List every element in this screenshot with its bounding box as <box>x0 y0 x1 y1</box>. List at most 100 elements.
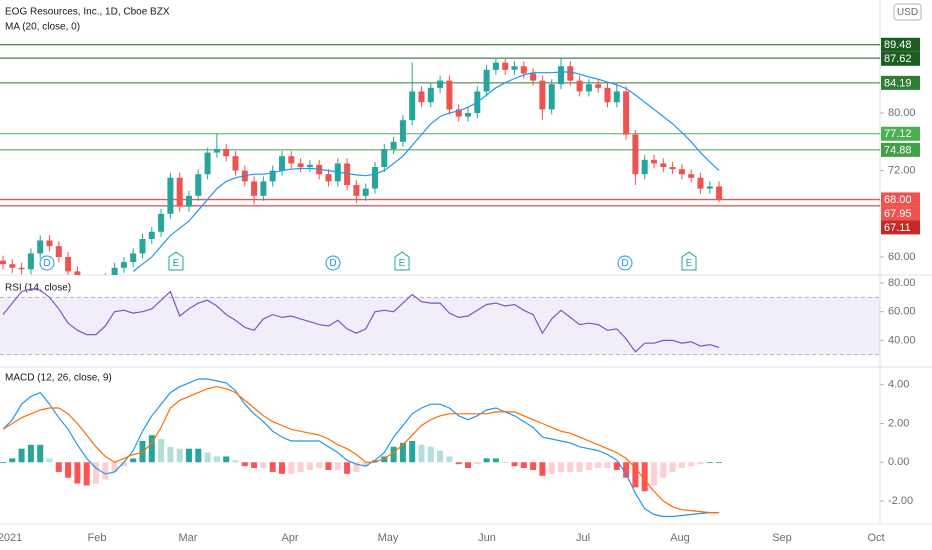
rsi-title: RSI (14, close) <box>5 283 71 294</box>
candle-body <box>418 91 425 103</box>
event-label: E <box>399 258 406 269</box>
event-badge <box>168 251 184 271</box>
histogram-bar <box>195 448 202 463</box>
histogram-bar <box>511 462 518 467</box>
x-tick-label: 2021 <box>0 532 22 544</box>
level-label-box <box>881 192 920 207</box>
candle-body <box>0 260 6 265</box>
candle-body <box>604 87 611 103</box>
candle-body <box>204 152 211 175</box>
candle-body <box>530 73 537 81</box>
histogram-bar <box>46 458 53 463</box>
candle-body <box>697 177 704 189</box>
histogram-bar <box>65 462 72 478</box>
level-label-box <box>881 142 920 157</box>
x-tick-label: Mar <box>179 532 198 544</box>
candle-body <box>567 66 574 81</box>
event-badge <box>617 255 633 271</box>
histogram-bar <box>176 448 183 463</box>
candle-body <box>651 159 657 164</box>
candle-body <box>325 174 332 182</box>
x-tick-label: Aug <box>670 532 690 544</box>
candle-body <box>706 186 713 189</box>
y-tick-label: 72.00 <box>888 165 916 177</box>
candle-body <box>195 174 202 196</box>
price-pane <box>0 44 880 275</box>
histogram-bar <box>27 444 34 463</box>
histogram-bar <box>548 462 555 474</box>
histogram-bar <box>641 462 648 492</box>
candle-body <box>576 80 583 92</box>
histogram-bar <box>483 458 490 463</box>
candle-body <box>260 181 267 196</box>
histogram-bar <box>251 462 258 469</box>
histogram-bar <box>306 462 313 470</box>
y-tick-label: 4.00 <box>888 379 909 391</box>
histogram-bar <box>437 450 444 463</box>
candle-body <box>446 80 453 110</box>
candle-body <box>399 120 406 142</box>
candle-body <box>139 239 146 254</box>
currency-box[interactable] <box>893 3 922 21</box>
level-label-box <box>881 126 920 141</box>
candle-body <box>390 141 397 150</box>
histogram-bar <box>595 462 602 469</box>
histogram-bar <box>130 458 137 463</box>
candle-body <box>641 159 648 175</box>
candle-body <box>669 167 676 170</box>
y-tick-label: 40.00 <box>888 334 916 346</box>
x-tick-label: Apr <box>281 532 298 544</box>
candle-body <box>297 163 304 168</box>
histogram-bar <box>139 440 146 463</box>
y-tick-label: -2.00 <box>888 495 913 507</box>
candle-body <box>232 156 239 171</box>
histogram-bar <box>269 462 276 472</box>
histogram-bar <box>148 435 155 463</box>
y-tick-label: 60.00 <box>888 306 916 318</box>
level-label: 77.12 <box>884 128 912 140</box>
histogram-bar <box>241 462 248 467</box>
histogram-bar <box>18 448 25 463</box>
candle-body <box>455 109 462 117</box>
x-tick-label: May <box>378 532 399 544</box>
histogram-bar <box>213 456 220 463</box>
signal-line <box>2 386 720 514</box>
histogram-bar <box>37 444 44 463</box>
histogram-bar <box>706 462 713 464</box>
candle-body <box>688 174 695 178</box>
histogram-bar <box>0 462 6 464</box>
histogram-bar <box>474 462 481 465</box>
chart-title: EOG Resources, Inc., 1D, Cboe BZX <box>5 7 170 18</box>
x-tick-label: Jun <box>478 532 496 544</box>
event-badge <box>681 251 697 271</box>
histogram-bar <box>55 462 62 472</box>
histogram-bar <box>604 462 611 469</box>
candle-body <box>46 240 53 247</box>
candle-body <box>18 267 25 270</box>
histogram-bar <box>390 446 397 463</box>
x-tick-label: Sep <box>772 532 792 544</box>
level-label: 74.88 <box>884 144 912 156</box>
candle-body <box>9 264 16 268</box>
candle-body <box>148 231 155 240</box>
x-tick-label: Oct <box>867 532 884 544</box>
level-label: 89.48 <box>884 39 912 51</box>
level-label: 87.62 <box>884 53 912 65</box>
candle-body <box>55 246 62 258</box>
macd-line <box>2 378 720 518</box>
event-label: D <box>43 258 50 269</box>
candle-body <box>716 186 723 200</box>
candle-body <box>613 91 620 103</box>
candle-body <box>539 80 546 110</box>
y-tick-label: 60.00 <box>888 251 916 263</box>
rsi-band <box>0 297 880 355</box>
candle-body <box>623 91 630 135</box>
overlay: 89.48 87.62 84.19 77.12 74.88 68.00 67.95 67.11… <box>39 37 920 271</box>
candle-body <box>251 181 258 196</box>
candle-body <box>548 84 555 110</box>
histogram-bar <box>520 462 527 469</box>
histogram-bar <box>334 462 341 470</box>
candle-body <box>111 267 118 275</box>
event-label: D <box>621 258 628 269</box>
candle-body <box>120 262 127 268</box>
